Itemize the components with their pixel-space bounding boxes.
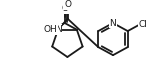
Text: Cl: Cl [139,20,147,29]
Text: O: O [61,4,68,13]
Text: N: N [110,19,116,28]
Text: OH: OH [44,25,57,34]
Text: N: N [55,25,61,34]
Text: O: O [64,0,71,9]
